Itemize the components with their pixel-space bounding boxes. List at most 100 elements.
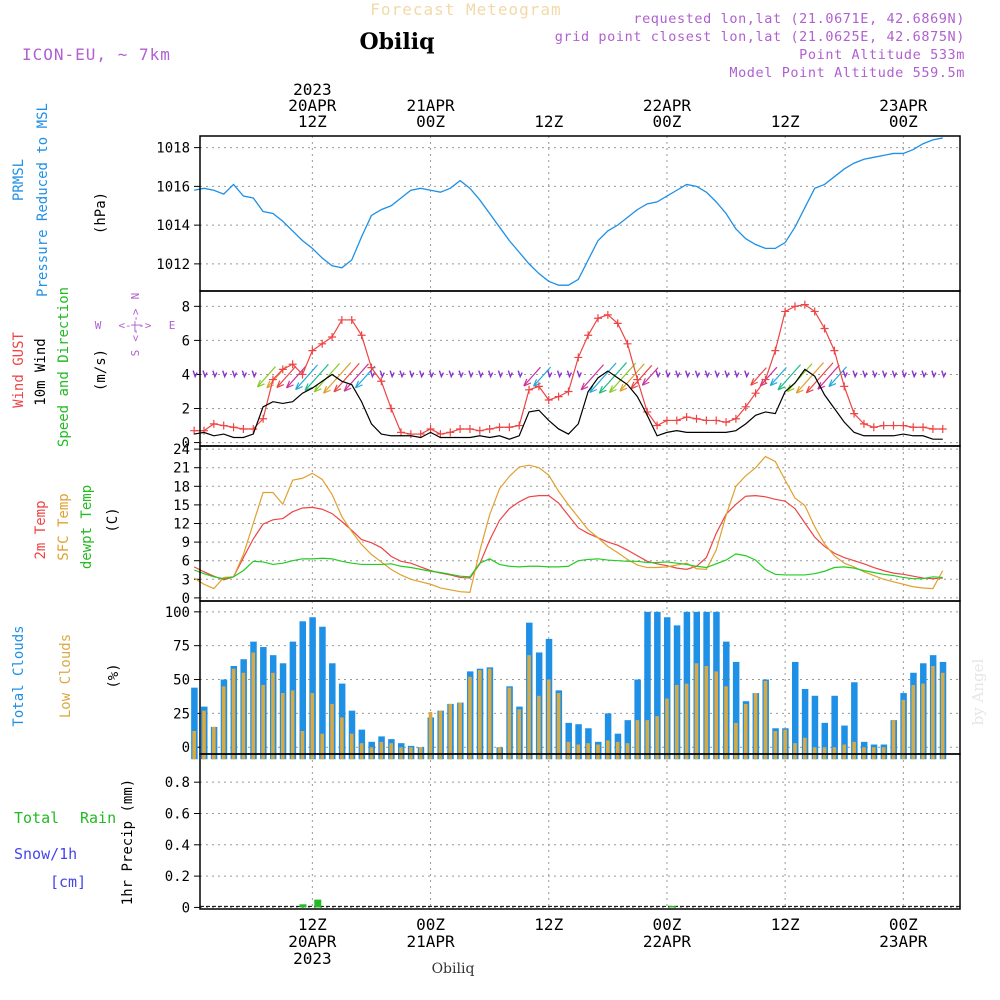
total-cloud-bar: [644, 611, 651, 760]
temp-dewpt-label: dewpt Temp: [79, 485, 95, 569]
wind-dir-arrow: [419, 370, 425, 379]
low-cloud-bar: [546, 679, 551, 760]
total-cloud-bar: [654, 611, 661, 760]
low-cloud-bar: [586, 743, 590, 760]
total-cloud-bar: [299, 621, 306, 760]
compass-w: W: [95, 319, 102, 332]
low-cloud-bar: [281, 693, 285, 760]
total-cloud-bar: [811, 695, 819, 760]
wind-dir-arrow: [852, 370, 858, 379]
wind-dir-arrow: [941, 370, 947, 379]
wind-dir-arrow: [655, 370, 661, 379]
ytick-label: 75: [173, 639, 190, 655]
wind-dir-arrow: [684, 370, 691, 379]
wind-gust-marker: [278, 365, 287, 374]
wind-dir-arrow: [714, 370, 720, 379]
wind-dir-arrow: [448, 370, 454, 379]
wind-dir-arrow: [478, 370, 484, 379]
wind-gust-marker: [722, 418, 731, 427]
total-cloud-bar: [309, 617, 316, 760]
wind-gust-label: Wind GUST: [11, 332, 27, 408]
wind-dir-arrow: [343, 363, 369, 392]
wind-dir-arrowhead: [619, 383, 628, 392]
wind-dir-arrow: [576, 370, 582, 379]
wind-labels: Wind GUST 10m Wind Speed and Direction (…: [11, 287, 175, 447]
wind-dir-arrow: [891, 370, 898, 379]
rain-bar: [299, 904, 307, 908]
compass-horizontal: <-|->: [118, 319, 151, 332]
wind-dir-arrowhead: [805, 385, 814, 394]
low-cloud-bar: [940, 672, 945, 760]
wind-dir-arrow: [842, 370, 848, 379]
wind-gust-marker: [791, 302, 799, 311]
top-time-label: 12Z: [534, 112, 563, 131]
wind-gust-marker: [288, 360, 297, 369]
wind-gust-marker: [564, 387, 573, 396]
wind-gust-marker: [850, 409, 859, 418]
low-clouds-label: Low Clouds: [58, 634, 74, 718]
wind-gust-marker: [505, 423, 514, 432]
wind-gust-marker: [702, 416, 711, 425]
bottom-time-label: 21APR: [406, 932, 455, 951]
pressure-panel: 1012 1014 1016 1018: [156, 135, 961, 292]
low-cloud-bar: [931, 665, 935, 760]
ytick-label: 15: [173, 498, 190, 514]
wind-dir-arrowhead: [608, 385, 617, 394]
low-cloud-bar: [468, 676, 472, 760]
ytick-label: 100: [165, 605, 190, 621]
wind-gust-marker: [367, 363, 376, 372]
wind-dir-arrow: [286, 365, 307, 389]
compass-rose: N S W E <-|-> <-|->: [95, 293, 176, 357]
wind-dir-arrowhead: [295, 382, 303, 391]
ytick-label: 1012: [156, 257, 190, 273]
bottom-time-label: 12Z: [298, 915, 327, 934]
wind-dir-arrow: [704, 370, 710, 379]
wind-dir-arrow: [931, 370, 937, 379]
precip-axis-label: 1hr Precip (mm): [120, 779, 136, 905]
wind-gust-marker: [525, 385, 534, 394]
total-cloud-bar: [663, 617, 671, 760]
wind-gust-marker: [190, 426, 199, 435]
wind-dir-arrow: [212, 370, 218, 379]
wind-dir-arrow: [458, 370, 464, 379]
low-cloud-bar: [734, 722, 738, 760]
wind-gust-marker: [751, 389, 760, 398]
low-cloud-bar: [320, 733, 324, 760]
low-cloud-bar: [832, 747, 837, 760]
compass-vertical: <-|->: [129, 308, 142, 341]
wind-gust-marker: [219, 421, 228, 430]
total-cloud-bar: [792, 661, 799, 760]
wind-gust-marker: [200, 426, 208, 435]
top-time-label: 23APR: [879, 96, 928, 115]
ytick-label: 21: [173, 461, 190, 477]
wind-dir-arrow: [921, 370, 927, 379]
wind-dir-arrow: [828, 366, 847, 387]
ytick-label: 24: [173, 442, 190, 458]
wind-dir-arrowhead: [641, 378, 650, 386]
low-cloud-bar: [714, 671, 718, 760]
bottom-time-label: 00Z: [889, 915, 918, 934]
low-cloud-bar: [379, 741, 384, 760]
wind-gust-marker: [800, 300, 809, 309]
wind-dir-arrow: [333, 363, 360, 393]
wind-gust-marker: [761, 375, 770, 384]
low-cloud-bar: [566, 741, 571, 760]
wind-gust-marker: [879, 421, 888, 430]
temp-2m-label: 2m Temp: [33, 500, 49, 559]
wind-gust-marker: [249, 424, 258, 433]
total-cloud-bar: [319, 626, 326, 760]
panel-frame: [199, 135, 961, 292]
chart-title: Forecast Meteogram: [370, 0, 561, 19]
wind-dir-arrow: [817, 364, 840, 390]
bottom-time-label: 00Z: [416, 915, 445, 934]
wind-dir-arrowhead: [266, 380, 275, 389]
wind-gust-marker: [692, 414, 701, 423]
low-cloud-bar: [527, 655, 531, 760]
wind-gust-marker: [633, 375, 642, 384]
top-time-label: 22APR: [643, 96, 692, 115]
wind-dir-arrow: [231, 370, 238, 379]
wind-gust-marker: [840, 382, 849, 391]
wind-gust-marker: [899, 421, 908, 430]
